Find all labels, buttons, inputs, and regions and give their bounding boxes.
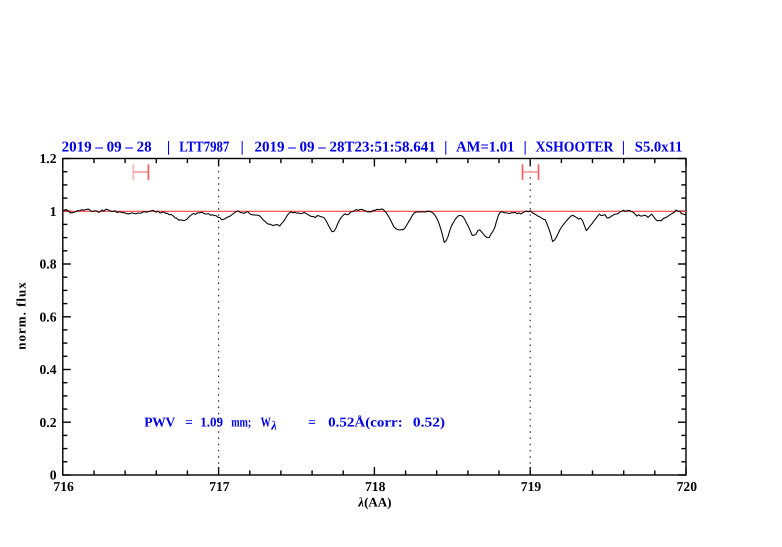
svg-text:1.2: 1.2: [40, 151, 57, 166]
svg-text:719: 719: [521, 479, 542, 494]
svg-text:norm. flux: norm. flux: [14, 281, 29, 350]
svg-text:0.8: 0.8: [40, 257, 57, 272]
svg-text:λ(AA): λ(AA): [357, 495, 391, 510]
svg-text:XSHOOTER: XSHOOTER: [536, 139, 614, 155]
svg-text:S5.0x11: S5.0x11: [635, 139, 683, 155]
svg-text:|: |: [444, 139, 447, 155]
svg-text:2019–09–28: 2019–09–28: [62, 139, 152, 155]
svg-text:0.6: 0.6: [40, 309, 57, 324]
svg-text:|: |: [524, 139, 527, 155]
svg-text:W: W: [261, 415, 272, 430]
svg-text:AM=1.01: AM=1.01: [456, 139, 514, 155]
svg-text:717: 717: [209, 479, 230, 494]
svg-text:1.09: 1.09: [200, 415, 223, 430]
svg-text:1: 1: [50, 204, 57, 219]
svg-text:0.52): 0.52): [413, 415, 445, 430]
svg-text:=: =: [185, 415, 193, 430]
svg-text:PWV: PWV: [144, 415, 175, 430]
svg-text:|: |: [167, 139, 170, 155]
svg-text:718: 718: [365, 479, 386, 494]
svg-text:2019–09–28T23:51:58.641: 2019–09–28T23:51:58.641: [255, 139, 436, 155]
svg-text:0.52Å(corr:: 0.52Å(corr:: [328, 415, 403, 430]
svg-text:|: |: [622, 139, 625, 155]
svg-text:720: 720: [677, 479, 698, 494]
svg-text:0.2: 0.2: [40, 415, 57, 430]
svg-text:=: =: [308, 415, 316, 430]
svg-text:mm;: mm;: [231, 415, 251, 430]
svg-text:λ: λ: [270, 419, 277, 433]
svg-text:0: 0: [50, 468, 57, 483]
svg-text:0.4: 0.4: [40, 362, 57, 377]
svg-text:LTT7987: LTT7987: [179, 139, 229, 155]
svg-text:|: |: [240, 139, 243, 155]
svg-text:716: 716: [53, 479, 74, 494]
